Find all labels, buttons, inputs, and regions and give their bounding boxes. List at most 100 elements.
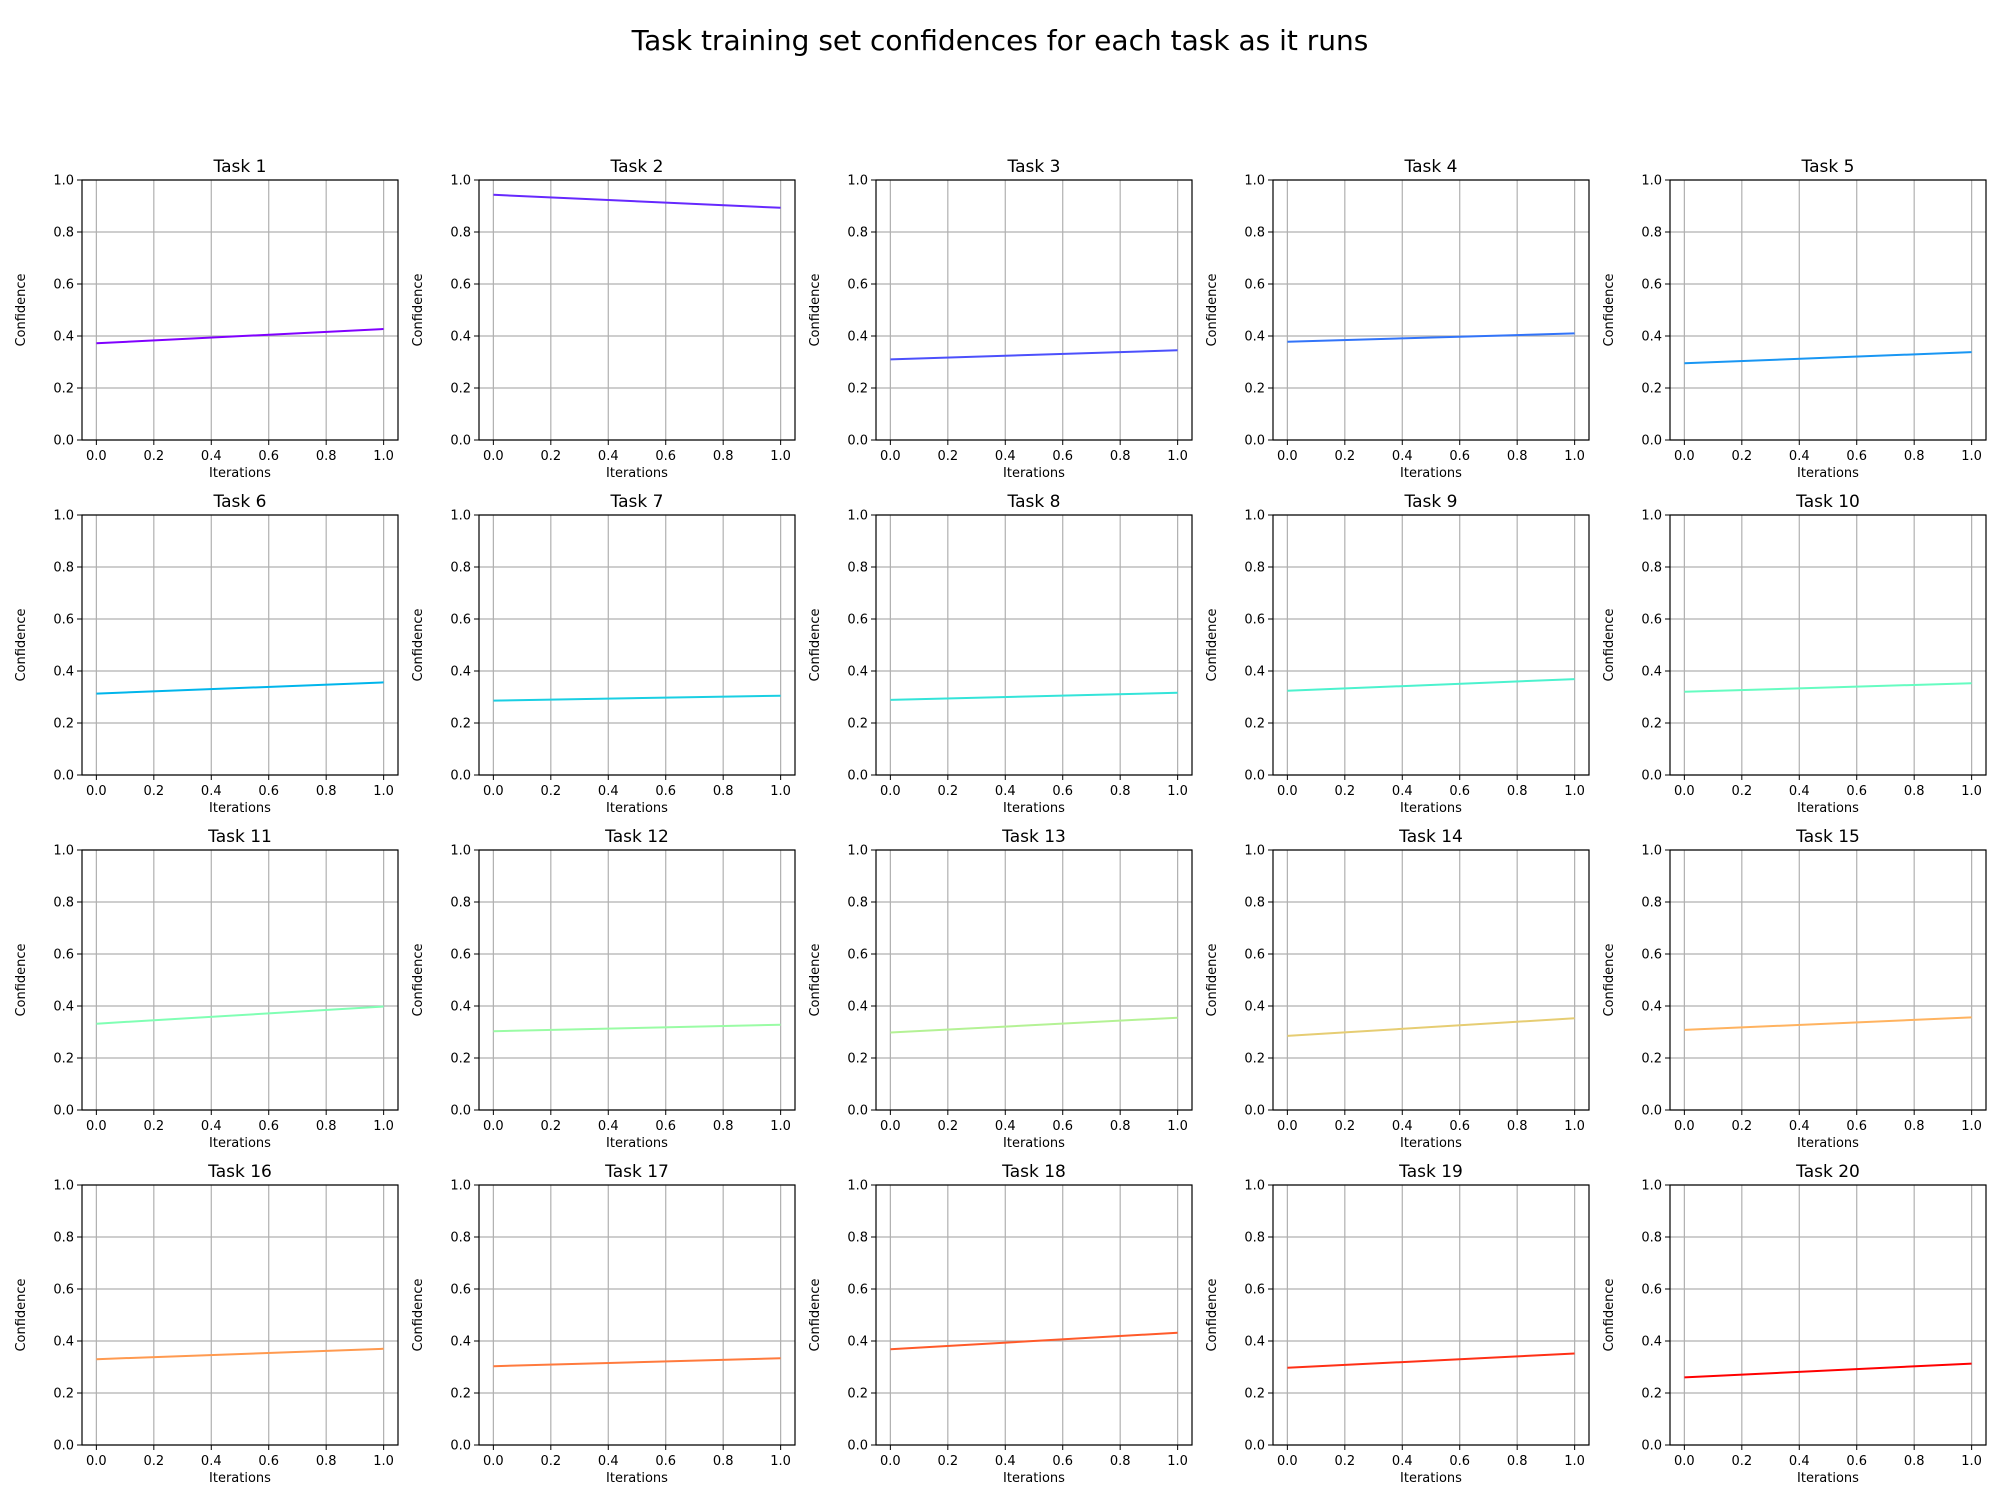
x-tick-label: 0.8 (1110, 449, 1131, 464)
x-tick-label: 0.2 (1731, 1454, 1752, 1469)
series-line (1287, 332, 1575, 343)
subplot-task-3: 0.0 0.2 0.4 0.6 0.8 1.0 0.0 0.2 0.4 0.6 0.8 1.0 Task… (808, 157, 1193, 481)
x-axis-label: Iterations (1400, 1471, 1462, 1486)
y-axis-label: Confidence (14, 608, 29, 681)
y-tick-label: 0.6 (847, 613, 868, 628)
x-tick-label: 0.8 (1904, 1454, 1925, 1469)
subplot-title: Task 11 (207, 827, 272, 847)
subplot-task-4: 0.0 0.2 0.4 0.6 0.8 1.0 0.0 0.2 0.4 0.6 0.8 1.0 Task… (1205, 157, 1590, 481)
subplot-task-12: 0.0 0.2 0.4 0.6 0.8 1.0 0.0 0.2 0.4 0.6 0.8 1.0 Task… (411, 827, 796, 1151)
y-tick-label: 0.4 (450, 1000, 471, 1015)
x-tick-label: 0.8 (1904, 784, 1925, 799)
x-tick-label: 0.2 (937, 784, 958, 799)
series-line (890, 1331, 1178, 1351)
axes-frame (1272, 514, 1590, 776)
subplot-title: Task 5 (1801, 157, 1855, 177)
x-tick-label: 0.6 (258, 449, 279, 464)
series-line (1684, 1362, 1972, 1379)
x-tick-label: 0.4 (1789, 1119, 1810, 1134)
x-tick-label: 0.8 (1110, 1119, 1131, 1134)
y-tick-label: 0.0 (847, 1439, 868, 1454)
subplot-task-1: 0.0 0.2 0.4 0.6 0.8 1.0 0.0 0.2 0.4 0.6 0.8 1.0 Task… (14, 157, 399, 481)
axes-frame (1669, 514, 1987, 776)
x-tick-label: 0.0 (880, 1454, 901, 1469)
x-axis-label: Iterations (209, 1471, 271, 1486)
x-tick-label: 0.0 (880, 1119, 901, 1134)
y-tick-label: 0.8 (53, 896, 74, 911)
subplot-title: Task 6 (213, 492, 267, 512)
x-axis-label: Iterations (1400, 801, 1462, 816)
x-tick-label: 0.2 (540, 1119, 561, 1134)
x-tick-label: 1.0 (373, 1119, 394, 1134)
y-tick-label: 0.2 (450, 382, 471, 397)
x-tick-label: 1.0 (770, 1119, 791, 1134)
axes-frame (1272, 1184, 1590, 1446)
y-tick-label: 1.0 (1641, 174, 1662, 189)
y-tick-label: 0.2 (450, 717, 471, 732)
series-line (493, 193, 781, 209)
x-tick-label: 0.0 (1277, 784, 1298, 799)
x-tick-label: 1.0 (1564, 1454, 1585, 1469)
y-tick-label: 0.6 (53, 278, 74, 293)
y-tick-label: 0.2 (53, 382, 74, 397)
x-tick-label: 0.2 (937, 1454, 958, 1469)
x-tick-label: 0.6 (1846, 449, 1867, 464)
y-axis-label: Confidence (1205, 608, 1220, 681)
x-tick-label: 0.0 (1277, 1119, 1298, 1134)
x-tick-label: 0.4 (1392, 1119, 1413, 1134)
subplot-task-18: 0.0 0.2 0.4 0.6 0.8 1.0 0.0 0.2 0.4 0.6 0.8 1.0 Task… (808, 1162, 1193, 1486)
x-tick-label: 1.0 (1167, 1119, 1188, 1134)
y-tick-label: 0.8 (53, 226, 74, 241)
y-tick-label: 0.2 (1244, 1052, 1265, 1067)
y-tick-label: 0.4 (847, 330, 868, 345)
y-tick-label: 0.4 (1244, 665, 1265, 680)
axes-frame (478, 514, 796, 776)
axes-frame (478, 179, 796, 441)
series-line (96, 681, 384, 695)
x-tick-label: 0.0 (880, 784, 901, 799)
x-tick-label: 0.6 (655, 1454, 676, 1469)
y-tick-label: 1.0 (450, 174, 471, 189)
axes-frame (478, 849, 796, 1111)
x-axis-label: Iterations (1797, 466, 1859, 481)
x-tick-label: 0.8 (1110, 784, 1131, 799)
subplot-title: Task 18 (1001, 1162, 1066, 1182)
x-tick-label: 0.8 (1507, 1454, 1528, 1469)
x-tick-label: 1.0 (1961, 1454, 1982, 1469)
subplot-title: Task 4 (1404, 157, 1458, 177)
x-tick-label: 0.0 (86, 784, 107, 799)
y-tick-label: 0.4 (1244, 330, 1265, 345)
x-tick-label: 0.8 (1110, 1454, 1131, 1469)
y-tick-label: 0.2 (847, 1387, 868, 1402)
y-tick-label: 0.2 (847, 1052, 868, 1067)
x-tick-label: 0.8 (713, 784, 734, 799)
x-tick-label: 0.6 (1846, 784, 1867, 799)
subplot-task-6: 0.0 0.2 0.4 0.6 0.8 1.0 0.0 0.2 0.4 0.6 0.8 1.0 Task… (14, 492, 399, 816)
x-tick-label: 1.0 (1961, 449, 1982, 464)
y-tick-label: 0.4 (1244, 1000, 1265, 1015)
y-tick-label: 0.6 (53, 1283, 74, 1298)
subplot-task-2: 0.0 0.2 0.4 0.6 0.8 1.0 0.0 0.2 0.4 0.6 0.8 1.0 Task… (411, 157, 796, 481)
y-axis-label: Confidence (14, 1278, 29, 1351)
series-line (493, 694, 781, 702)
x-tick-label: 0.4 (598, 449, 619, 464)
x-tick-label: 1.0 (770, 1454, 791, 1469)
x-tick-label: 1.0 (1167, 449, 1188, 464)
subplot-task-11: 0.0 0.2 0.4 0.6 0.8 1.0 0.0 0.2 0.4 0.6 0.8 1.0 Task… (14, 827, 399, 1151)
y-axis-label: Confidence (1602, 1278, 1617, 1351)
x-tick-label: 0.6 (1449, 1454, 1470, 1469)
y-tick-label: 0.0 (1641, 434, 1662, 449)
x-tick-label: 0.0 (86, 1119, 107, 1134)
x-tick-label: 0.2 (540, 784, 561, 799)
y-tick-label: 0.8 (847, 1231, 868, 1246)
y-tick-label: 0.4 (1641, 1335, 1662, 1350)
y-tick-label: 0.8 (53, 561, 74, 576)
x-tick-label: 0.6 (655, 449, 676, 464)
subplot-task-7: 0.0 0.2 0.4 0.6 0.8 1.0 0.0 0.2 0.4 0.6 0.8 1.0 Task… (411, 492, 796, 816)
y-tick-label: 1.0 (450, 844, 471, 859)
x-tick-label: 1.0 (1961, 1119, 1982, 1134)
subplot-task-13: 0.0 0.2 0.4 0.6 0.8 1.0 0.0 0.2 0.4 0.6 0.8 1.0 Task… (808, 827, 1193, 1151)
x-tick-label: 0.6 (1449, 449, 1470, 464)
y-tick-label: 0.4 (450, 665, 471, 680)
x-tick-label: 0.4 (995, 1119, 1016, 1134)
